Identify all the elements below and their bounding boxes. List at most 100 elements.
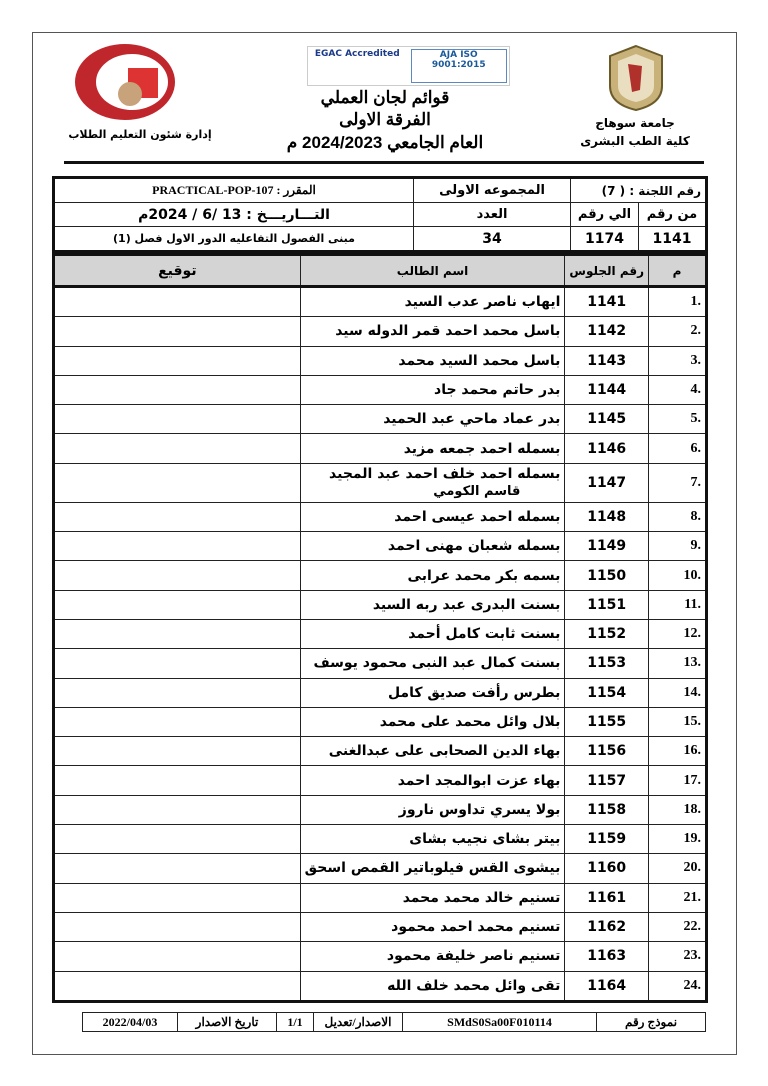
committee-info-table: رقم اللجنة : ( 7) المجموعه الاولى المقرر… xyxy=(52,176,708,253)
table-row: 15. 1155 بلال وائل محمد على محمد xyxy=(53,706,707,738)
signature-cell[interactable] xyxy=(53,404,301,435)
table-row: 4. 1144 بدر حاتم محمد جاد xyxy=(53,374,707,406)
signature-cell[interactable] xyxy=(53,374,301,406)
table-row: 16. 1156 بهاء الدين الصحابى على عبدالغنى xyxy=(53,736,707,767)
student-name-text: بهاء الدين الصحابى على عبدالغنى xyxy=(328,743,561,760)
aja-logo: AJA ISO 9001:2015 xyxy=(410,49,507,83)
to-value: 1174 xyxy=(570,226,639,252)
signature-cell[interactable] xyxy=(53,911,301,943)
student-name-text: بلال وائل محمد على محمد xyxy=(379,714,561,730)
student-name-text: بدر عماد ماحي عبد الحميد xyxy=(383,411,561,428)
row-index: 5. xyxy=(648,404,707,435)
doc-title: قوائم لجان العملي xyxy=(320,88,450,107)
seat-number: 1148 xyxy=(564,501,649,533)
form-label: نموذج رقم xyxy=(596,1012,706,1032)
row-index: 1. xyxy=(648,285,707,318)
course-code: المقرر : PRACTICAL-POP-107 xyxy=(53,177,414,203)
student-name: بيتر بشاى نجيب بشاى xyxy=(299,824,566,855)
signature-cell[interactable] xyxy=(53,433,301,464)
certification-logos: EGAC Accredited AJA ISO 9001:2015 xyxy=(307,46,510,86)
table-row: 21. 1161 تسنيم خالد محمد محمد xyxy=(53,882,707,913)
seat-number: 1158 xyxy=(564,794,649,826)
signature-cell[interactable] xyxy=(53,882,301,913)
table-row: 9. 1149 بسمله شعبان مهنى احمد xyxy=(53,531,707,562)
signature-cell[interactable] xyxy=(53,618,301,650)
student-name: بطرس رأفت صديق كامل xyxy=(299,677,566,708)
signature-cell[interactable] xyxy=(53,824,301,855)
signature-cell[interactable] xyxy=(53,853,301,884)
signature-cell[interactable] xyxy=(53,941,301,972)
form-footer: نموذج رقم SMdS0Sa00F010114 الاصدار/تعديل… xyxy=(82,1012,706,1032)
student-name-text: بهاء عزت ابوالمجد احمد xyxy=(397,772,561,789)
row-index: 2. xyxy=(648,316,707,347)
student-name: بسنت البدرى عبد ربه السيد xyxy=(299,589,566,620)
table-row: 10. 1150 بسمه بكر محمد عرابى xyxy=(53,560,707,591)
row-index: 11. xyxy=(648,589,707,620)
signature-cell[interactable] xyxy=(53,736,301,767)
student-name-text: بيتر بشاى نجيب بشاى xyxy=(409,831,561,848)
seat-number: 1160 xyxy=(564,853,649,884)
count-value: 34 xyxy=(413,226,571,252)
student-name: تسنيم محمد احمد محمود xyxy=(299,911,566,943)
signature-cell[interactable] xyxy=(53,462,301,503)
seat-number: 1154 xyxy=(564,677,649,708)
row-index: 10. xyxy=(648,560,707,591)
seat-number: 1141 xyxy=(564,285,649,318)
seat-number: 1162 xyxy=(564,911,649,943)
student-name-text: بسمه بكر محمد عرابى xyxy=(407,567,561,584)
student-name-text: بدر حاتم محمد جاد xyxy=(434,382,561,399)
student-name-text: بسنت البدرى عبد ربه السيد xyxy=(372,596,561,613)
signature-cell[interactable] xyxy=(53,589,301,620)
student-name-text: تسنيم ناصر خليفة محمود xyxy=(386,948,561,965)
table-header-row: م رقم الجلوس اسم الطالب توقيع xyxy=(53,253,707,288)
header-divider xyxy=(64,161,704,164)
row-index: 6. xyxy=(648,433,707,464)
table-row: 1. 1141 ايهاب ناصر عدب السيد xyxy=(53,285,707,318)
student-name: بسنت ثابت كامل أحمد xyxy=(299,618,566,650)
seat-number: 1153 xyxy=(564,648,649,679)
seat-number: 1152 xyxy=(564,618,649,650)
signature-cell[interactable] xyxy=(53,285,301,318)
department-caption: إدارة شئون التعليم الطلاب xyxy=(68,128,212,141)
seat-number: 1146 xyxy=(564,433,649,464)
table-row: 13. 1153 بسنت كمال عبد النبى محمود يوسف xyxy=(53,648,707,679)
signature-cell[interactable] xyxy=(53,677,301,708)
student-name-text: بسمله شعبان مهنى احمد xyxy=(387,538,561,555)
seat-number: 1147 xyxy=(564,462,649,503)
student-name: بولا يسري تداوس ناروز xyxy=(299,794,566,826)
revision-value: 1/1 xyxy=(276,1012,314,1032)
seat-number: 1157 xyxy=(564,765,649,796)
academic-year: العام الجامعي 2024/2023 م xyxy=(286,133,484,152)
student-name: بهاء عزت ابوالمجد احمد xyxy=(299,765,566,796)
university-name: جامعة سوهاج xyxy=(595,116,675,130)
signature-cell[interactable] xyxy=(53,970,301,1002)
university-crest-icon xyxy=(609,44,663,112)
table-row: 14. 1154 بطرس رأفت صديق كامل xyxy=(53,677,707,708)
row-index: 4. xyxy=(648,374,707,406)
seat-number: 1155 xyxy=(564,706,649,738)
student-name-text: بسنت كمال عبد النبى محمود يوسف xyxy=(313,655,561,672)
page-frame xyxy=(32,32,737,1055)
row-index: 17. xyxy=(648,765,707,796)
seat-number: 1150 xyxy=(564,560,649,591)
signature-cell[interactable] xyxy=(53,648,301,679)
student-name: بسمله احمد خلف احمد عبد المجيد قاسم الكوم… xyxy=(299,462,566,503)
row-index: 19. xyxy=(648,824,707,855)
signature-cell[interactable] xyxy=(53,345,301,376)
doc-subtitle: الفرقة الاولى xyxy=(339,110,431,129)
seat-number: 1159 xyxy=(564,824,649,855)
signature-cell[interactable] xyxy=(53,765,301,796)
students-table: م رقم الجلوس اسم الطالب توقيع 1. 1141 ايها… xyxy=(52,253,708,1003)
signature-cell[interactable] xyxy=(53,706,301,738)
signature-cell[interactable] xyxy=(53,531,301,562)
row-index: 12. xyxy=(648,618,707,650)
student-name-text: باسل محمد السيد محمد xyxy=(398,352,561,369)
signature-cell[interactable] xyxy=(53,316,301,347)
student-name-text: تسنيم خالد محمد محمد xyxy=(402,889,561,906)
to-label: الي رقم xyxy=(570,202,639,227)
row-index: 24. xyxy=(648,970,707,1002)
from-label: من رقم xyxy=(638,202,707,227)
signature-cell[interactable] xyxy=(53,560,301,591)
signature-cell[interactable] xyxy=(53,794,301,826)
signature-cell[interactable] xyxy=(53,501,301,533)
